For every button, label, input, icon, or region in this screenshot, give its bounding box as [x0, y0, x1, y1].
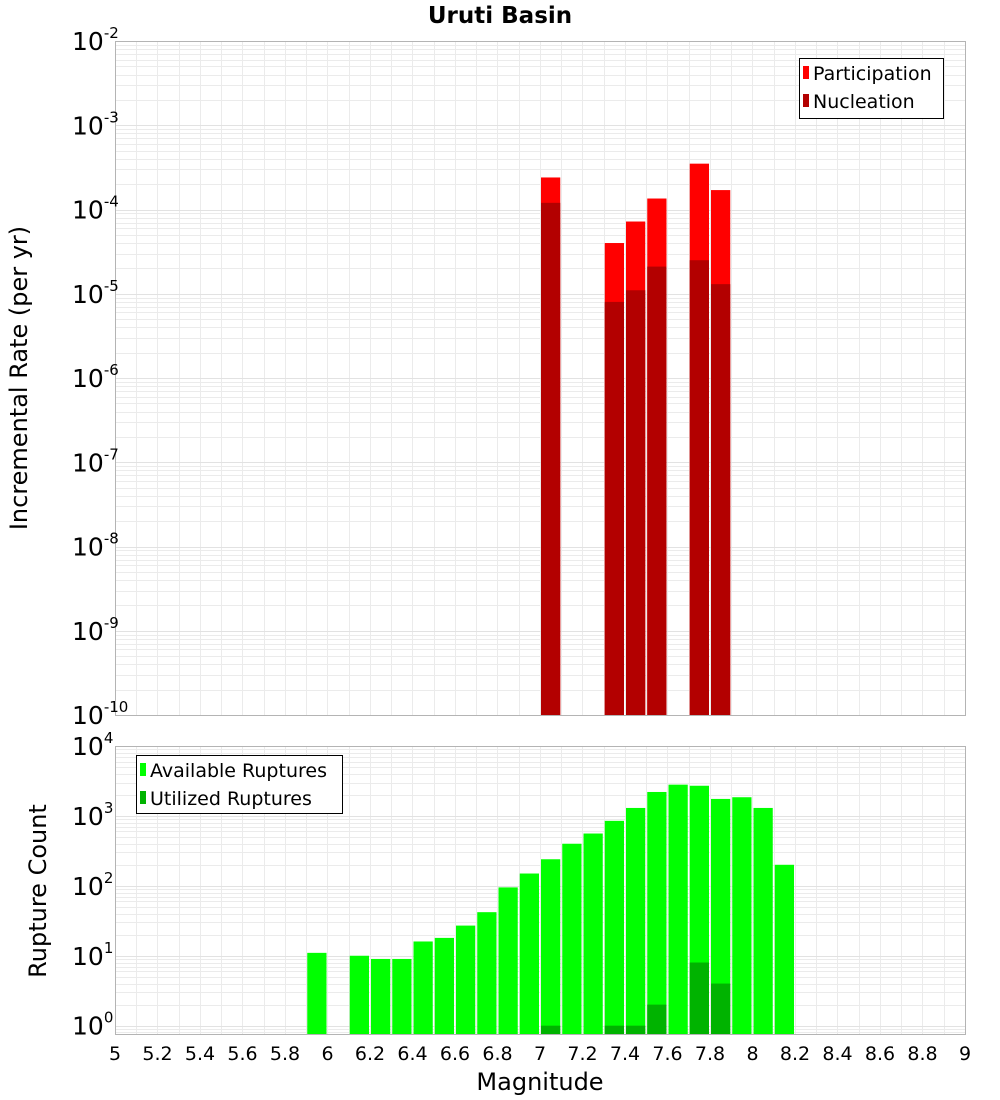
top-y-tick-label: 10-2	[72, 24, 119, 56]
top-y-tick-label: 10-3	[72, 108, 119, 140]
x-tick-label: 5.4	[185, 1043, 215, 1065]
available-ruptures-bar	[626, 807, 646, 1034]
bottom-y-tick-label: 101	[72, 939, 113, 971]
nucleation-bar	[604, 301, 624, 715]
legend-available-swatch	[140, 763, 146, 776]
available-ruptures-bar	[477, 912, 497, 1034]
x-tick-label: 7.4	[610, 1043, 640, 1065]
top-y-tick-label: 10-8	[72, 530, 119, 562]
x-tick-label: 5.6	[227, 1043, 257, 1065]
top-y-tick-labels: 10-2 10-3 10-4 10-5 10-6 10-7 10-8 10-9 10-10	[72, 24, 128, 730]
legend-utilized-label: Utilized Ruptures	[150, 788, 312, 810]
available-ruptures-bar	[711, 798, 731, 1034]
legend-participation-label: Participation	[813, 63, 932, 85]
bottom-legend-box	[136, 755, 343, 814]
x-tick-label: 8.2	[780, 1043, 810, 1065]
top-y-tick-label: 10-4	[72, 193, 119, 225]
legend-nucleation-label: Nucleation	[813, 91, 915, 113]
bottom-y-tick-labels: 104 103 102 101 100	[72, 729, 113, 1041]
x-tick-label: 8.8	[907, 1043, 937, 1065]
top-plot-frame	[115, 41, 966, 716]
top-legend: Participation Nucleation	[799, 58, 944, 119]
utilized-ruptures-bar	[689, 962, 709, 1034]
available-ruptures-bar	[732, 797, 752, 1034]
top-gridlines	[115, 41, 966, 716]
available-ruptures-bar	[456, 925, 476, 1034]
available-ruptures-bar	[541, 859, 561, 1034]
utilized-ruptures-bar	[647, 1004, 667, 1034]
utilized-ruptures-bar	[711, 983, 731, 1034]
bottom-legend: Available Ruptures Utilized Ruptures	[136, 755, 343, 814]
utilized-ruptures-bar	[626, 1025, 646, 1034]
x-tick-label: 6.2	[355, 1043, 385, 1065]
x-tick-label: 6.4	[397, 1043, 427, 1065]
available-ruptures-bar	[371, 958, 391, 1034]
available-ruptures-bar	[583, 833, 603, 1034]
legend-utilized-swatch	[140, 791, 146, 804]
available-ruptures-bar	[349, 955, 369, 1034]
top-y-tick-label: 10-10	[72, 698, 128, 730]
legend-participation-swatch	[803, 66, 809, 79]
available-ruptures-bar	[562, 843, 582, 1034]
x-tick-label: 7	[534, 1043, 546, 1065]
available-ruptures-bar	[519, 873, 539, 1034]
nucleation-bar	[689, 260, 709, 715]
x-tick-label: 5	[109, 1043, 121, 1065]
available-ruptures-bar	[413, 941, 433, 1034]
legend-available-label: Available Ruptures	[150, 760, 327, 782]
x-tick-label: 6.6	[440, 1043, 470, 1065]
nucleation-bar	[711, 284, 731, 715]
available-ruptures-bar	[668, 784, 688, 1034]
x-tick-label: 7.6	[652, 1043, 682, 1065]
x-tick-label: 8	[746, 1043, 758, 1065]
nucleation-bar	[647, 266, 667, 715]
bottom-x-tick-labels: 5 5.2 5.4 5.6 5.8 6 6.2 6.4 6.6 6.8 7 7.2 7.4 7.6 7.8 8…	[109, 1043, 971, 1065]
nucleation-bar	[541, 202, 561, 715]
bottom-bars	[307, 784, 794, 1034]
available-ruptures-bar	[753, 807, 773, 1034]
x-tick-label: 8.6	[865, 1043, 895, 1065]
x-tick-label: 5.8	[270, 1043, 300, 1065]
available-ruptures-bar	[434, 937, 454, 1034]
top-y-axis-label: Incremental Rate (per yr)	[5, 226, 33, 530]
available-ruptures-bar	[307, 952, 327, 1034]
top-y-tick-label: 10-5	[72, 277, 119, 309]
bottom-panel: 104 103 102 101 100 5 5.2 5.4 5.6 5.8 6 6.2 6.4 6.6 6…	[24, 729, 971, 1096]
available-ruptures-bar	[392, 958, 412, 1034]
top-y-tick-label: 10-6	[72, 361, 119, 393]
chart-title: Uruti Basin	[428, 3, 572, 29]
available-ruptures-bar	[647, 791, 667, 1034]
available-ruptures-bar	[498, 887, 518, 1034]
top-y-tick-label: 10-7	[72, 445, 119, 477]
x-axis-label: Magnitude	[476, 1068, 603, 1096]
utilized-ruptures-bar	[541, 1025, 561, 1034]
bottom-y-tick-label: 104	[72, 729, 113, 761]
bottom-y-tick-label: 102	[72, 869, 113, 901]
top-y-tick-label: 10-9	[72, 614, 119, 646]
utilized-ruptures-bar	[604, 1025, 624, 1034]
x-tick-label: 9	[959, 1043, 971, 1065]
x-tick-label: 7.2	[567, 1043, 597, 1065]
bottom-plot-frame	[115, 746, 966, 1035]
x-tick-label: 6.8	[482, 1043, 512, 1065]
x-tick-label: 7.8	[695, 1043, 725, 1065]
x-tick-label: 8.4	[822, 1043, 852, 1065]
x-tick-label: 5.2	[142, 1043, 172, 1065]
legend-nucleation-swatch	[803, 94, 809, 107]
x-tick-label: 6	[321, 1043, 333, 1065]
nucleation-bar	[626, 290, 646, 715]
top-legend-box	[799, 58, 944, 119]
bottom-y-tick-label: 103	[72, 799, 113, 831]
top-bars	[541, 163, 731, 716]
bottom-y-tick-label: 100	[72, 1009, 113, 1041]
bottom-y-axis-label: Rupture Count	[24, 804, 52, 978]
available-ruptures-bar	[604, 820, 624, 1034]
top-panel: 10-2 10-3 10-4 10-5 10-6 10-7 10-8 10-9 10-10 In…	[5, 24, 966, 730]
available-ruptures-bar	[774, 864, 794, 1034]
